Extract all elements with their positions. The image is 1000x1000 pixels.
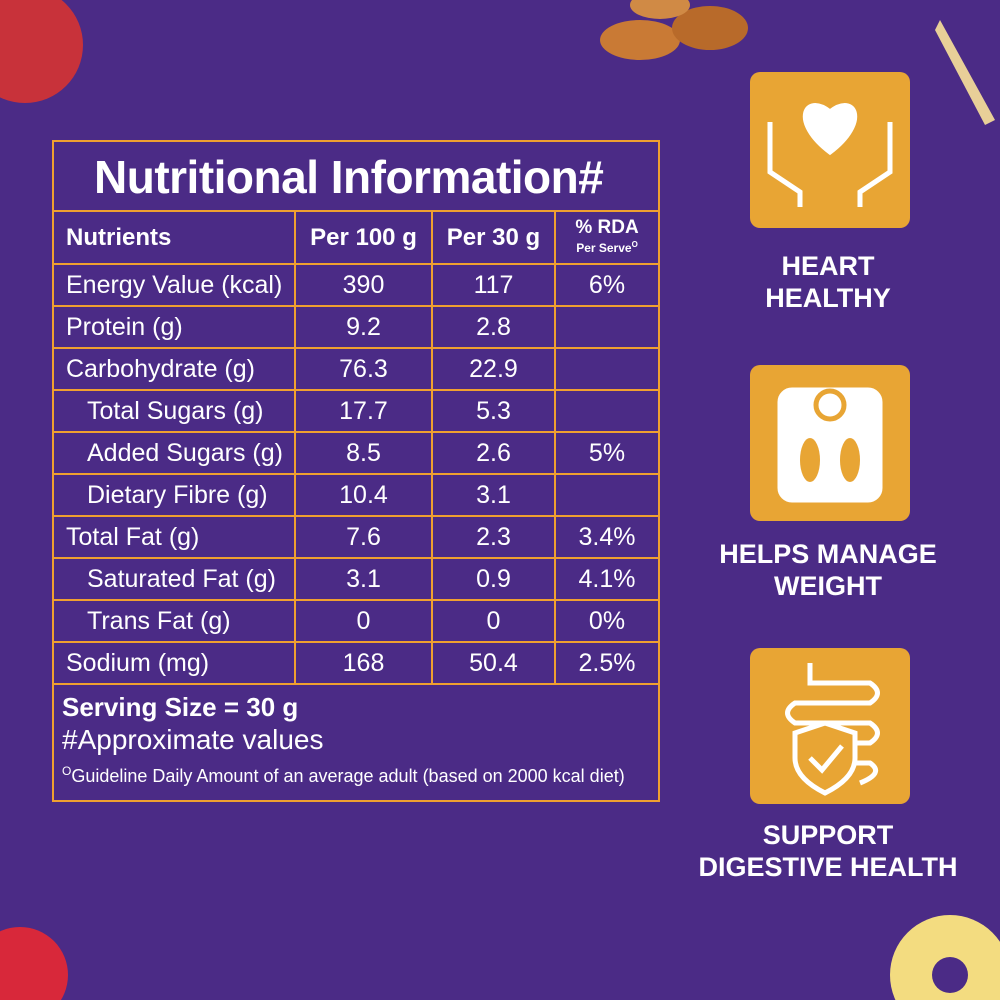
- nutrient-value: 8.5: [294, 431, 433, 475]
- benefit-line: HEALTHY: [765, 283, 891, 313]
- almond: [672, 6, 748, 50]
- pineapple: [890, 915, 1000, 1000]
- nutrient-value: 0%: [554, 599, 658, 643]
- benefit-line: HEART: [781, 251, 875, 281]
- almond: [600, 20, 680, 60]
- benefit-label: SUPPORT DIGESTIVE HEALTH: [690, 819, 966, 883]
- nutrient-value: 50.4: [431, 641, 556, 685]
- nutrient-row: Total Sugars (g) 17.7 5.3: [54, 389, 658, 433]
- nutrient-value: 4.1%: [554, 557, 658, 601]
- table-title: Nutritional Information#: [54, 142, 658, 212]
- digestive-icon: [750, 648, 910, 804]
- benefit-line: HELPS MANAGE: [719, 539, 937, 569]
- rda-sub: Per ServeO: [556, 236, 658, 257]
- nutrient-name: Trans Fat (g): [54, 599, 296, 643]
- header-cell: Nutrients: [54, 212, 296, 265]
- nutrient-value: 2.5%: [554, 641, 658, 685]
- benefit-line: WEIGHT: [774, 571, 882, 601]
- note-mark: O: [62, 764, 72, 778]
- nutrient-value: 0.9: [431, 557, 556, 601]
- nutrient-row: Sodium (mg) 168 50.4 2.5%: [54, 641, 658, 685]
- nutrient-value: 117: [431, 263, 556, 307]
- heart-icon: [750, 72, 910, 228]
- nutrient-value: 0: [431, 599, 556, 643]
- nutrient-value: [554, 389, 658, 433]
- nutrient-name: Total Sugars (g): [54, 389, 296, 433]
- almond: [630, 0, 690, 19]
- nutrient-value: [554, 347, 658, 391]
- gda-note: OGuideline Daily Amount of an average ad…: [62, 757, 658, 790]
- nutrient-value: 5.3: [431, 389, 556, 433]
- pineapple-core: [932, 957, 968, 993]
- header-cell: Per 30 g: [431, 212, 556, 265]
- table-footer: Serving Size = 30 g #Approximate values …: [54, 685, 658, 800]
- apple: [0, 0, 83, 103]
- nutrient-value: 390: [294, 263, 433, 307]
- nutrient-name: Sodium (mg): [54, 641, 296, 685]
- benefit-line: DIGESTIVE HEALTH: [698, 852, 958, 882]
- nutrient-value: 76.3: [294, 347, 433, 391]
- rda-sub-text: Per Serve: [576, 240, 632, 255]
- note-text: Guideline Daily Amount of an average adu…: [71, 766, 625, 786]
- nutrient-value: 6%: [554, 263, 658, 307]
- nutrient-value: 2.6: [431, 431, 556, 475]
- nutrient-row: Added Sugars (g) 8.5 2.6 5%: [54, 431, 658, 475]
- nutrient-value: 3.1: [431, 473, 556, 517]
- icon: [767, 103, 893, 207]
- nutrient-row: Energy Value (kcal) 390 117 6%: [54, 263, 658, 307]
- nutrition-table: Nutritional Information# Nutrients Per 1…: [52, 140, 660, 802]
- icon: [777, 387, 883, 503]
- rda-mark: O: [631, 239, 638, 249]
- nutrient-value: 2.8: [431, 305, 556, 349]
- rda-heading: % RDA: [575, 216, 639, 238]
- nutrient-value: 22.9: [431, 347, 556, 391]
- nutrient-value: 0: [294, 599, 433, 643]
- nutrient-value: 9.2: [294, 305, 433, 349]
- nutrient-name: Saturated Fat (g): [54, 557, 296, 601]
- benefit-label: HELPS MANAGE WEIGHT: [690, 538, 966, 602]
- header-row: Nutrients Per 100 g Per 30 g % RDA Per S…: [54, 212, 658, 265]
- icon: [785, 663, 880, 796]
- benefit-line: SUPPORT: [762, 820, 894, 850]
- serving-size: Serving Size = 30 g: [62, 692, 299, 722]
- nutrient-value: 2.3: [431, 515, 556, 559]
- scale-icon: [750, 365, 910, 521]
- strawberry: [0, 927, 68, 1000]
- nutrient-value: [554, 473, 658, 517]
- nutrient-name: Total Fat (g): [54, 515, 296, 559]
- oat: [935, 20, 995, 125]
- nutrient-value: 5%: [554, 431, 658, 475]
- table-body: Nutrients Per 100 g Per 30 g % RDA Per S…: [54, 212, 658, 685]
- header-cell: Per 100 g: [294, 212, 433, 265]
- nutrient-row: Carbohydrate (g) 76.3 22.9: [54, 347, 658, 391]
- nutrient-row: Dietary Fibre (g) 10.4 3.1: [54, 473, 658, 517]
- nutrient-row: Saturated Fat (g) 3.1 0.9 4.1%: [54, 557, 658, 601]
- nutrient-value: [554, 305, 658, 349]
- nutrient-value: 17.7: [294, 389, 433, 433]
- header-cell: % RDA Per ServeO: [554, 212, 658, 265]
- nutrient-grid: Nutrients Per 100 g Per 30 g % RDA Per S…: [54, 212, 658, 685]
- nutrient-value: 3.1: [294, 557, 433, 601]
- nutrient-row: Total Fat (g) 7.6 2.3 3.4%: [54, 515, 658, 559]
- nutrient-value: 3.4%: [554, 515, 658, 559]
- nutrient-row: Trans Fat (g) 0 0 0%: [54, 599, 658, 643]
- nutrient-name: Energy Value (kcal): [54, 263, 296, 307]
- approx-note: #Approximate values: [62, 724, 324, 755]
- nutrient-name: Dietary Fibre (g): [54, 473, 296, 517]
- nutrient-row: Protein (g) 9.2 2.8: [54, 305, 658, 349]
- nutrient-name: Protein (g): [54, 305, 296, 349]
- nutrient-name: Carbohydrate (g): [54, 347, 296, 391]
- nutrient-value: 168: [294, 641, 433, 685]
- nutrient-value: 7.6: [294, 515, 433, 559]
- benefit-label: HEART HEALTHY: [690, 250, 966, 314]
- nutrient-name: Added Sugars (g): [54, 431, 296, 475]
- nutrient-value: 10.4: [294, 473, 433, 517]
